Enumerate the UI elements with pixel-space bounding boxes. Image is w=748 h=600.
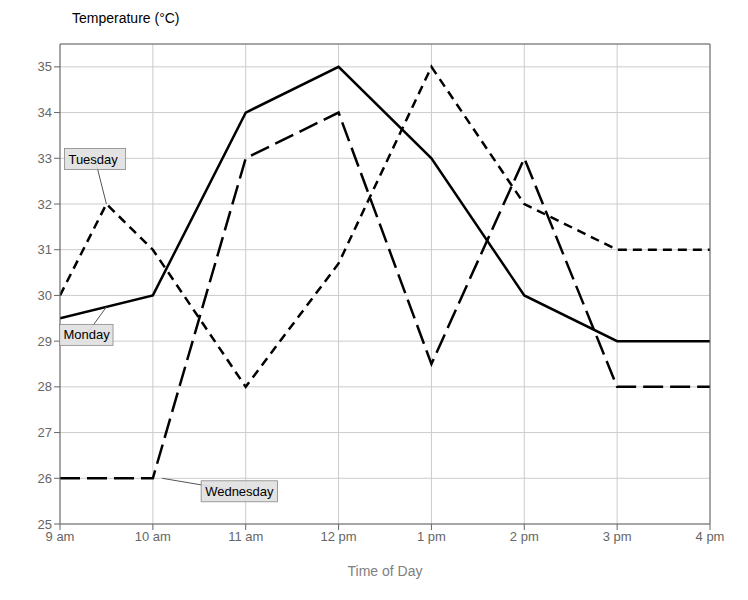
svg-text:34: 34	[38, 105, 52, 120]
svg-text:29: 29	[38, 334, 52, 349]
svg-text:11 am: 11 am	[228, 529, 263, 544]
svg-text:30: 30	[38, 288, 52, 303]
svg-text:35: 35	[38, 59, 52, 74]
svg-text:12 pm: 12 pm	[321, 529, 357, 544]
svg-text:Tuesday: Tuesday	[68, 152, 118, 167]
svg-text:1 pm: 1 pm	[417, 529, 446, 544]
svg-text:25: 25	[38, 517, 52, 532]
svg-text:32: 32	[38, 197, 52, 212]
svg-text:26: 26	[38, 471, 52, 486]
svg-text:Wednesday: Wednesday	[205, 484, 274, 499]
svg-text:3 pm: 3 pm	[603, 529, 632, 544]
svg-text:31: 31	[38, 242, 52, 257]
svg-text:10 am: 10 am	[135, 529, 171, 544]
svg-text:2 pm: 2 pm	[510, 529, 539, 544]
svg-text:Monday: Monday	[63, 327, 110, 342]
svg-text:27: 27	[38, 425, 52, 440]
svg-text:28: 28	[38, 379, 52, 394]
svg-text:33: 33	[38, 151, 52, 166]
svg-text:Time of Day: Time of Day	[348, 563, 423, 579]
svg-text:4 pm: 4 pm	[696, 529, 725, 544]
svg-text:9 am: 9 am	[45, 529, 75, 545]
html-text:Temperature (°C): Temperature (°C)	[72, 10, 180, 26]
